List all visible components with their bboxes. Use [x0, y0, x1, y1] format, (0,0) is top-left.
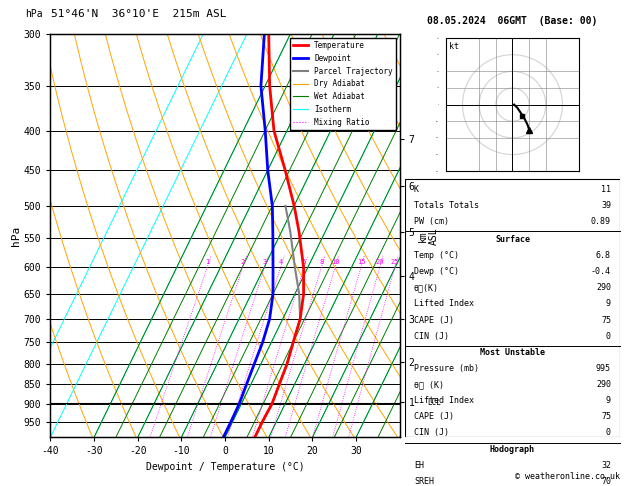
Text: PW (cm): PW (cm) [414, 217, 449, 226]
Text: hPa: hPa [25, 9, 43, 19]
Text: 290: 290 [596, 283, 611, 292]
Text: 290: 290 [596, 380, 611, 389]
Text: 0: 0 [606, 429, 611, 437]
Text: Lifted Index: Lifted Index [414, 396, 474, 405]
Text: Surface: Surface [495, 235, 530, 244]
Text: 15: 15 [357, 259, 365, 265]
Text: -0.4: -0.4 [591, 267, 611, 276]
Text: Most Unstable: Most Unstable [480, 348, 545, 357]
Y-axis label: km
ASL: km ASL [418, 227, 439, 244]
Text: CAPE (J): CAPE (J) [414, 412, 454, 421]
Text: 995: 995 [596, 364, 611, 373]
Text: 6.8: 6.8 [596, 251, 611, 260]
Text: 9: 9 [606, 299, 611, 309]
Text: Totals Totals: Totals Totals [414, 201, 479, 210]
Text: 08.05.2024  06GMT  (Base: 00): 08.05.2024 06GMT (Base: 00) [427, 16, 598, 26]
Text: 51°46'N  36°10'E  215m ASL: 51°46'N 36°10'E 215m ASL [50, 9, 226, 19]
Text: 75: 75 [601, 315, 611, 325]
Text: CIN (J): CIN (J) [414, 429, 449, 437]
Text: LCL: LCL [428, 398, 442, 407]
Text: Dewp (°C): Dewp (°C) [414, 267, 459, 276]
Text: 10: 10 [331, 259, 340, 265]
Text: 39: 39 [601, 201, 611, 210]
Text: © weatheronline.co.uk: © weatheronline.co.uk [515, 472, 620, 481]
Text: 6: 6 [302, 259, 306, 265]
X-axis label: Dewpoint / Temperature (°C): Dewpoint / Temperature (°C) [146, 462, 304, 472]
Text: θᴇ (K): θᴇ (K) [414, 380, 444, 389]
Legend: Temperature, Dewpoint, Parcel Trajectory, Dry Adiabat, Wet Adiabat, Isotherm, Mi: Temperature, Dewpoint, Parcel Trajectory… [290, 38, 396, 130]
Text: 2: 2 [240, 259, 245, 265]
Text: EH: EH [414, 461, 424, 470]
Text: 70: 70 [601, 477, 611, 486]
Text: 0.89: 0.89 [591, 217, 611, 226]
Text: 20: 20 [376, 259, 384, 265]
Y-axis label: hPa: hPa [11, 226, 21, 246]
Text: Temp (°C): Temp (°C) [414, 251, 459, 260]
Text: K: K [414, 185, 419, 194]
Text: 75: 75 [601, 412, 611, 421]
Text: 25: 25 [391, 259, 399, 265]
Text: SREH: SREH [414, 477, 434, 486]
Text: 32: 32 [601, 461, 611, 470]
Text: CIN (J): CIN (J) [414, 331, 449, 341]
Text: 0: 0 [606, 331, 611, 341]
Text: θᴇ(K): θᴇ(K) [414, 283, 439, 292]
Text: 11: 11 [601, 185, 611, 194]
Text: 4: 4 [279, 259, 283, 265]
Text: Lifted Index: Lifted Index [414, 299, 474, 309]
Text: Pressure (mb): Pressure (mb) [414, 364, 479, 373]
Text: Hodograph: Hodograph [490, 445, 535, 453]
Text: 1: 1 [205, 259, 209, 265]
Text: 8: 8 [320, 259, 323, 265]
Text: CAPE (J): CAPE (J) [414, 315, 454, 325]
Text: 3: 3 [262, 259, 267, 265]
FancyBboxPatch shape [406, 179, 620, 437]
Text: 9: 9 [606, 396, 611, 405]
